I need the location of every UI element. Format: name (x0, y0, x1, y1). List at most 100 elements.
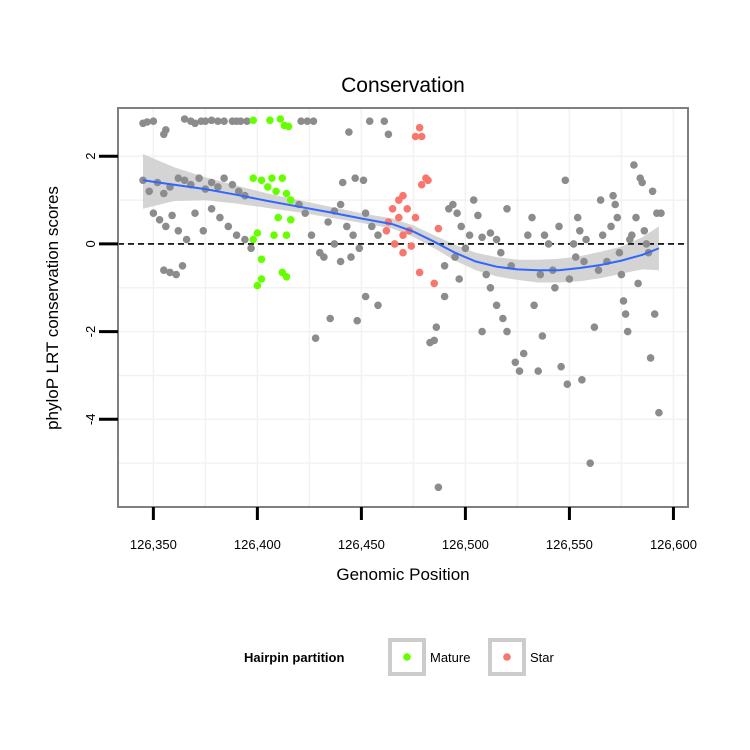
point-star (434, 224, 443, 233)
point-other (384, 130, 393, 139)
point-other (451, 253, 459, 261)
point-star (411, 213, 420, 222)
legend-swatch-mature (403, 653, 411, 661)
point-other (515, 367, 524, 375)
point-mature (282, 273, 291, 281)
point-star (417, 180, 426, 189)
point-other (615, 248, 624, 257)
point-other (486, 229, 495, 237)
point-other (642, 240, 651, 248)
point-other (345, 128, 353, 136)
x-tick-label: 126,400 (234, 537, 281, 552)
point-other (307, 231, 316, 239)
point-mature (249, 235, 257, 244)
point-other (617, 270, 626, 279)
point-star (388, 205, 397, 213)
point-other (555, 222, 563, 231)
point-mature (286, 216, 295, 224)
point-star (395, 213, 403, 222)
point-other (361, 292, 370, 301)
point-mature (257, 275, 266, 283)
point-other (571, 253, 580, 261)
point-star (415, 123, 424, 132)
x-axis-title: Genomic Position (336, 565, 469, 584)
point-mature (257, 176, 266, 185)
x-tick-label: 126,450 (338, 537, 385, 552)
grid-lines (118, 108, 688, 507)
point-other (598, 231, 607, 239)
point-other (303, 117, 312, 125)
point-other (361, 209, 370, 217)
legend-entry-mature: Mature (388, 638, 470, 676)
point-other (320, 253, 328, 261)
point-other (586, 459, 594, 468)
point-other (336, 257, 345, 266)
point-mature (253, 229, 262, 237)
point-other (234, 187, 243, 196)
point-other (343, 222, 351, 231)
confidence-band (143, 154, 659, 283)
point-other (168, 211, 176, 220)
point-other (224, 222, 233, 231)
point-other (478, 327, 486, 336)
point-mature (249, 116, 257, 125)
x-tick-label: 126,600 (650, 537, 697, 552)
point-other (482, 270, 491, 279)
point-other (530, 301, 538, 310)
point-other (486, 284, 495, 292)
point-other (590, 323, 599, 332)
point-star (399, 231, 407, 239)
point-mature (253, 281, 262, 290)
point-star (399, 191, 407, 200)
point-other (474, 211, 482, 220)
point-other (174, 227, 183, 235)
point-other (243, 117, 251, 125)
point-other (220, 117, 228, 125)
y-tick-label: -4 (83, 414, 98, 426)
point-other (557, 362, 565, 371)
point-other (347, 253, 355, 261)
point-other (544, 240, 553, 248)
point-other (155, 216, 164, 224)
point-other (216, 213, 224, 222)
point-other (613, 213, 622, 222)
x-tick-label: 126,350 (130, 537, 177, 552)
point-other (499, 314, 507, 323)
points-layer (139, 115, 665, 492)
point-other (503, 205, 511, 213)
y-axis-title: phyloP LRT conservation scores (43, 186, 62, 430)
point-other (301, 209, 310, 217)
point-other (611, 200, 619, 209)
point-other (355, 244, 364, 253)
x-tick-label: 126,500 (442, 537, 489, 552)
y-tick-label: 0 (83, 240, 98, 247)
point-star (424, 176, 432, 185)
point-star (382, 227, 391, 235)
point-other (353, 316, 362, 325)
legend: Hairpin partition Mature Star (244, 638, 555, 676)
point-other (330, 240, 339, 248)
point-star (411, 132, 420, 141)
y-tick-label: 2 (83, 153, 98, 160)
y-axis-ticks: -4 -2 0 2 (83, 153, 118, 425)
point-other (646, 354, 655, 362)
point-star (399, 248, 407, 257)
point-star (417, 132, 426, 141)
point-other (191, 119, 199, 128)
point-other (180, 115, 189, 123)
point-star (430, 279, 439, 288)
legend-label-mature: Mature (430, 650, 470, 665)
point-star (415, 268, 424, 277)
point-other (145, 187, 153, 196)
point-other (440, 292, 449, 301)
point-other (519, 349, 528, 358)
point-other (160, 266, 168, 275)
point-other (638, 178, 646, 187)
point-other (349, 231, 357, 239)
point-other (432, 323, 441, 332)
point-mature (286, 196, 295, 204)
point-other (368, 222, 376, 231)
y-tick-label: -2 (83, 326, 98, 338)
point-other (576, 227, 584, 235)
